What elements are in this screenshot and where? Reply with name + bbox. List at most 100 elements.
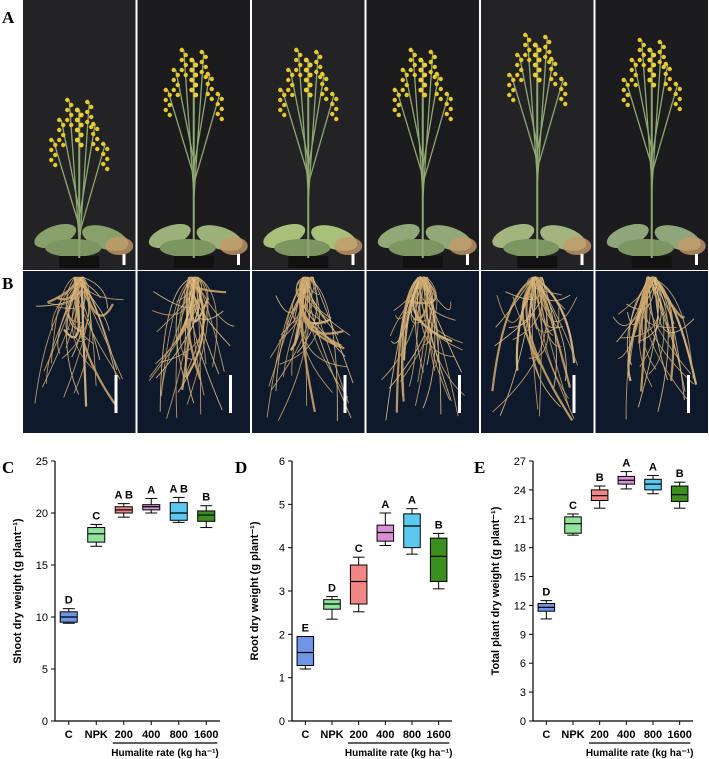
box-400: A	[617, 458, 636, 490]
box-iqr	[429, 537, 448, 582]
y-tick-label: 1	[279, 673, 285, 685]
y-tick-label: 20	[36, 508, 48, 520]
x-axis-label: Humalite rate (kg ha⁻¹)	[586, 748, 694, 759]
x-tick-label: 400	[617, 729, 635, 741]
panel-label-a: A	[2, 8, 15, 27]
x-axis-label: Humalite rate (kg ha⁻¹)	[345, 748, 453, 759]
x-tick-label: 800	[644, 729, 662, 741]
y-tick-label: 4	[279, 543, 285, 555]
box-C: E	[296, 623, 315, 670]
box-NPK: C	[564, 500, 582, 536]
box-1600: B	[670, 468, 689, 509]
y-axis-label: Root dry weight (g plant⁻¹)	[249, 521, 261, 660]
box-1600: B	[429, 519, 448, 590]
box-200: C	[349, 543, 368, 613]
y-tick-label: 6	[279, 456, 285, 468]
shoot-photo	[595, 0, 708, 270]
root-photo-row	[22, 271, 709, 433]
box-iqr	[197, 510, 216, 522]
y-tick-label: 25	[36, 456, 48, 468]
x-tick-label: 800	[170, 729, 188, 741]
x-tick-label: C	[65, 729, 73, 741]
significance-letter: D	[542, 587, 550, 599]
shoot-photo	[366, 0, 479, 270]
panel-label-c: C	[2, 458, 15, 477]
x-tick-label: 200	[349, 729, 367, 741]
significance-letter: B	[435, 519, 443, 531]
x-tick-label: 800	[403, 729, 421, 741]
y-tick-label: 27	[514, 456, 526, 468]
y-tick-label: 0	[520, 716, 526, 728]
box-800: A	[403, 495, 421, 555]
x-tick-label: C	[542, 729, 550, 741]
significance-letter: A B	[169, 483, 188, 495]
root-photo	[23, 271, 136, 433]
root-photo	[366, 271, 479, 433]
significance-letter: B	[202, 492, 210, 504]
shoot-photo	[23, 0, 136, 270]
y-axis-label: Shoot dry weight (g plant⁻¹)	[12, 518, 24, 663]
y-tick-label: 0	[42, 716, 48, 728]
y-tick-label: 21	[514, 514, 526, 526]
shoot-photo-row	[22, 0, 709, 270]
box-iqr	[169, 502, 188, 521]
box-iqr	[403, 513, 421, 549]
box-400: A	[376, 499, 395, 546]
y-tick-label: 2	[279, 629, 285, 641]
box-NPK: C	[87, 510, 106, 547]
root-photo	[137, 271, 250, 433]
x-axis-label: Humalite rate (kg ha⁻¹)	[111, 748, 219, 759]
significance-letter: D	[328, 583, 336, 595]
box-1600: B	[197, 492, 216, 529]
significance-letter: C	[569, 500, 577, 512]
box-400: A	[142, 484, 161, 514]
box-200: B	[590, 472, 609, 509]
box-800: A B	[169, 483, 188, 523]
root-photo	[595, 271, 708, 433]
x-tick-label: 400	[142, 729, 160, 741]
shoot-photo	[481, 0, 594, 270]
x-tick-label: NPK	[85, 729, 108, 741]
box-C: D	[537, 587, 556, 620]
significance-letter: D	[65, 595, 73, 607]
y-tick-label: 5	[279, 499, 285, 511]
panel-label-d: D	[235, 458, 248, 477]
box-200: A B	[114, 490, 133, 518]
x-tick-label: 200	[115, 729, 133, 741]
box-800: A	[644, 461, 662, 495]
y-tick-label: 12	[514, 600, 526, 612]
significance-letter: A	[622, 458, 630, 470]
box-iqr	[349, 564, 368, 605]
root-photo	[252, 271, 365, 433]
y-tick-label: 15	[36, 560, 48, 572]
box-iqr	[376, 524, 395, 542]
box-iqr	[296, 636, 315, 667]
x-tick-label: 200	[590, 729, 608, 741]
box-iqr	[564, 516, 582, 534]
panel-label-e: E	[474, 458, 486, 477]
x-tick-label: NPK	[320, 729, 343, 741]
box-iqr	[670, 485, 689, 502]
y-tick-label: 24	[514, 485, 526, 497]
significance-letter: B	[596, 472, 604, 484]
significance-letter: A	[147, 484, 155, 496]
total-dry-weight-chart: 0 3 6 9 12 15 18 21 24 27 Total plant dry weight (…	[490, 456, 693, 759]
y-tick-label: 15	[514, 572, 526, 584]
y-tick-label: 10	[36, 612, 48, 624]
y-axis-label: Total plant dry weight (g plant⁻¹)	[490, 506, 502, 675]
y-tick-label: 9	[520, 629, 526, 641]
y-tick-label: 3	[279, 586, 285, 598]
significance-letter: A	[381, 499, 389, 511]
significance-letter: A B	[114, 490, 133, 502]
shoot-photo	[252, 0, 365, 270]
box-iqr	[87, 527, 106, 543]
significance-letter: B	[676, 468, 684, 480]
root-photos	[23, 271, 708, 433]
y-tick-label: 3	[520, 687, 526, 699]
shoot-photos	[23, 0, 708, 270]
x-tick-label: 1600	[194, 729, 218, 741]
y-tick-label: 6	[520, 658, 526, 670]
x-tick-label: NPK	[561, 729, 584, 741]
